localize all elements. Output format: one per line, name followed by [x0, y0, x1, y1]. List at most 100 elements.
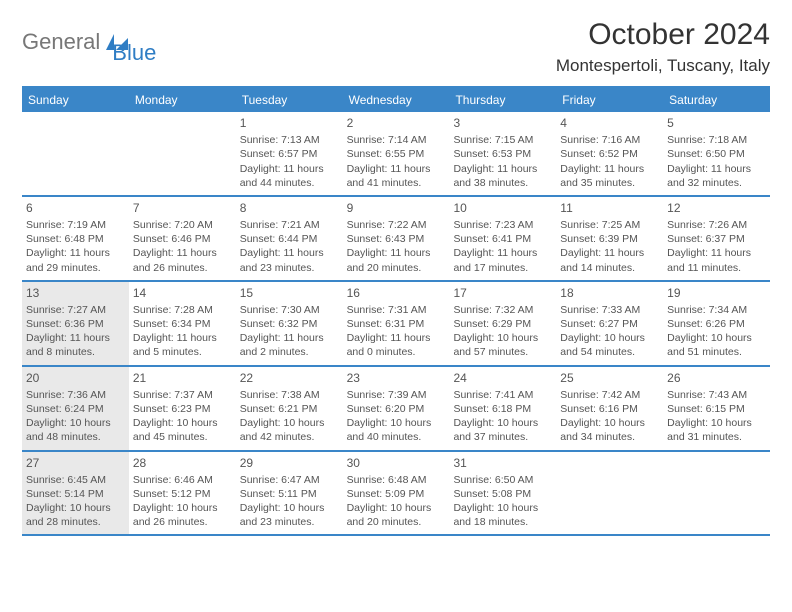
day-cell-19: 19Sunrise: 7:34 AMSunset: 6:26 PMDayligh…: [663, 282, 770, 365]
daylight-text: Daylight: 11 hours and 29 minutes.: [26, 246, 125, 274]
sunset-text: Sunset: 6:39 PM: [560, 232, 659, 246]
sunrise-text: Sunrise: 7:36 AM: [26, 388, 125, 402]
day-cell-empty: [663, 452, 770, 535]
day-cell-10: 10Sunrise: 7:23 AMSunset: 6:41 PMDayligh…: [449, 197, 556, 280]
day-number: 13: [26, 285, 125, 301]
sunrise-text: Sunrise: 7:22 AM: [347, 218, 446, 232]
sunrise-text: Sunrise: 6:46 AM: [133, 473, 232, 487]
sunset-text: Sunset: 6:53 PM: [453, 147, 552, 161]
sunrise-text: Sunrise: 6:47 AM: [240, 473, 339, 487]
sunset-text: Sunset: 6:32 PM: [240, 317, 339, 331]
sunset-text: Sunset: 6:15 PM: [667, 402, 766, 416]
week-row: 6Sunrise: 7:19 AMSunset: 6:48 PMDaylight…: [22, 197, 770, 282]
day-info: Sunrise: 7:42 AMSunset: 6:16 PMDaylight:…: [560, 388, 659, 445]
daylight-text: Daylight: 10 hours and 26 minutes.: [133, 501, 232, 529]
day-info: Sunrise: 6:45 AMSunset: 5:14 PMDaylight:…: [26, 473, 125, 530]
day-number: 24: [453, 370, 552, 386]
day-info: Sunrise: 7:30 AMSunset: 6:32 PMDaylight:…: [240, 303, 339, 360]
sunrise-text: Sunrise: 6:48 AM: [347, 473, 446, 487]
daylight-text: Daylight: 11 hours and 26 minutes.: [133, 246, 232, 274]
week-row: 13 Sunrise: 7:27 AMSunset: 6:36 PMDayligh…: [22, 282, 770, 367]
day-info: Sunrise: 6:47 AMSunset: 5:11 PMDaylight:…: [240, 473, 339, 530]
sunrise-text: Sunrise: 7:38 AM: [240, 388, 339, 402]
daylight-text: Daylight: 10 hours and 48 minutes.: [26, 416, 125, 444]
day-info: Sunrise: 7:38 AMSunset: 6:21 PMDaylight:…: [240, 388, 339, 445]
day-info: Sunrise: 7:31 AMSunset: 6:31 PMDaylight:…: [347, 303, 446, 360]
sunrise-text: Sunrise: 7:13 AM: [240, 133, 339, 147]
daylight-text: Daylight: 10 hours and 54 minutes.: [560, 331, 659, 359]
day-number: 26: [667, 370, 766, 386]
day-info: Sunrise: 7:32 AMSunset: 6:29 PMDaylight:…: [453, 303, 552, 360]
logo-text-general: General: [22, 29, 100, 55]
sunset-text: Sunset: 6:29 PM: [453, 317, 552, 331]
logo-text-blue: Blue: [112, 40, 156, 66]
day-info: Sunrise: 7:19 AMSunset: 6:48 PMDaylight:…: [26, 218, 125, 275]
day-number: 20: [26, 370, 125, 386]
day-cell-4: 4Sunrise: 7:16 AMSunset: 6:52 PMDaylight…: [556, 112, 663, 195]
sunrise-text: Sunrise: 7:33 AM: [560, 303, 659, 317]
sunset-text: Sunset: 6:48 PM: [26, 232, 125, 246]
daylight-text: Daylight: 11 hours and 23 minutes.: [240, 246, 339, 274]
day-number: 9: [347, 200, 446, 216]
day-number: 27: [26, 455, 125, 471]
sunrise-text: Sunrise: 7:14 AM: [347, 133, 446, 147]
day-cell-23: 23Sunrise: 7:39 AMSunset: 6:20 PMDayligh…: [343, 367, 450, 450]
daylight-text: Daylight: 11 hours and 44 minutes.: [240, 162, 339, 190]
day-number: 14: [133, 285, 232, 301]
sunrise-text: Sunrise: 7:43 AM: [667, 388, 766, 402]
day-cell-21: 21Sunrise: 7:37 AMSunset: 6:23 PMDayligh…: [129, 367, 236, 450]
sunset-text: Sunset: 6:31 PM: [347, 317, 446, 331]
day-info: Sunrise: 7:33 AMSunset: 6:27 PMDaylight:…: [560, 303, 659, 360]
sunrise-text: Sunrise: 7:26 AM: [667, 218, 766, 232]
daylight-text: Daylight: 10 hours and 37 minutes.: [453, 416, 552, 444]
day-header-monday: Monday: [129, 88, 236, 112]
daylight-text: Daylight: 10 hours and 45 minutes.: [133, 416, 232, 444]
sunrise-text: Sunrise: 7:20 AM: [133, 218, 232, 232]
day-info: Sunrise: 7:23 AMSunset: 6:41 PMDaylight:…: [453, 218, 552, 275]
sunset-text: Sunset: 6:36 PM: [26, 317, 125, 331]
daylight-text: Daylight: 10 hours and 20 minutes.: [347, 501, 446, 529]
sunrise-text: Sunrise: 6:45 AM: [26, 473, 125, 487]
day-number: 2: [347, 115, 446, 131]
day-cell-30: 30Sunrise: 6:48 AMSunset: 5:09 PMDayligh…: [343, 452, 450, 535]
day-header-thursday: Thursday: [449, 88, 556, 112]
sunrise-text: Sunrise: 7:39 AM: [347, 388, 446, 402]
calendar: SundayMondayTuesdayWednesdayThursdayFrid…: [22, 86, 770, 536]
day-info: Sunrise: 7:37 AMSunset: 6:23 PMDaylight:…: [133, 388, 232, 445]
day-info: Sunrise: 7:28 AMSunset: 6:34 PMDaylight:…: [133, 303, 232, 360]
sunrise-text: Sunrise: 7:37 AM: [133, 388, 232, 402]
day-cell-24: 24Sunrise: 7:41 AMSunset: 6:18 PMDayligh…: [449, 367, 556, 450]
sunset-text: Sunset: 6:24 PM: [26, 402, 125, 416]
day-number: 28: [133, 455, 232, 471]
sunrise-text: Sunrise: 7:34 AM: [667, 303, 766, 317]
day-header-sunday: Sunday: [22, 88, 129, 112]
sunrise-text: Sunrise: 7:23 AM: [453, 218, 552, 232]
day-cell-8: 8Sunrise: 7:21 AMSunset: 6:44 PMDaylight…: [236, 197, 343, 280]
sunset-text: Sunset: 6:23 PM: [133, 402, 232, 416]
sunset-text: Sunset: 6:18 PM: [453, 402, 552, 416]
sunset-text: Sunset: 6:50 PM: [667, 147, 766, 161]
sunset-text: Sunset: 5:14 PM: [26, 487, 125, 501]
logo: General Blue: [22, 18, 156, 66]
day-info: Sunrise: 7:36 AMSunset: 6:24 PMDaylight:…: [26, 388, 125, 445]
sunrise-text: Sunrise: 7:15 AM: [453, 133, 552, 147]
sunrise-text: Sunrise: 7:42 AM: [560, 388, 659, 402]
sunrise-text: Sunrise: 7:19 AM: [26, 218, 125, 232]
day-cell-11: 11Sunrise: 7:25 AMSunset: 6:39 PMDayligh…: [556, 197, 663, 280]
day-cell-2: 2 Sunrise: 7:14 AMSunset: 6:55 PMDaylight…: [343, 112, 450, 195]
month-title: October 2024: [556, 18, 770, 52]
sunrise-text: Sunrise: 7:21 AM: [240, 218, 339, 232]
sunset-text: Sunset: 6:20 PM: [347, 402, 446, 416]
daylight-text: Daylight: 11 hours and 38 minutes.: [453, 162, 552, 190]
sunset-text: Sunset: 6:34 PM: [133, 317, 232, 331]
daylight-text: Daylight: 11 hours and 20 minutes.: [347, 246, 446, 274]
daylight-text: Daylight: 11 hours and 41 minutes.: [347, 162, 446, 190]
day-number: 8: [240, 200, 339, 216]
sunrise-text: Sunrise: 7:18 AM: [667, 133, 766, 147]
daylight-text: Daylight: 11 hours and 17 minutes.: [453, 246, 552, 274]
sunset-text: Sunset: 6:55 PM: [347, 147, 446, 161]
day-info: Sunrise: 7:13 AMSunset: 6:57 PMDaylight:…: [240, 133, 339, 190]
day-header-row: SundayMondayTuesdayWednesdayThursdayFrid…: [22, 88, 770, 112]
day-info: Sunrise: 7:27 AMSunset: 6:36 PMDaylight:…: [26, 303, 125, 360]
daylight-text: Daylight: 10 hours and 40 minutes.: [347, 416, 446, 444]
